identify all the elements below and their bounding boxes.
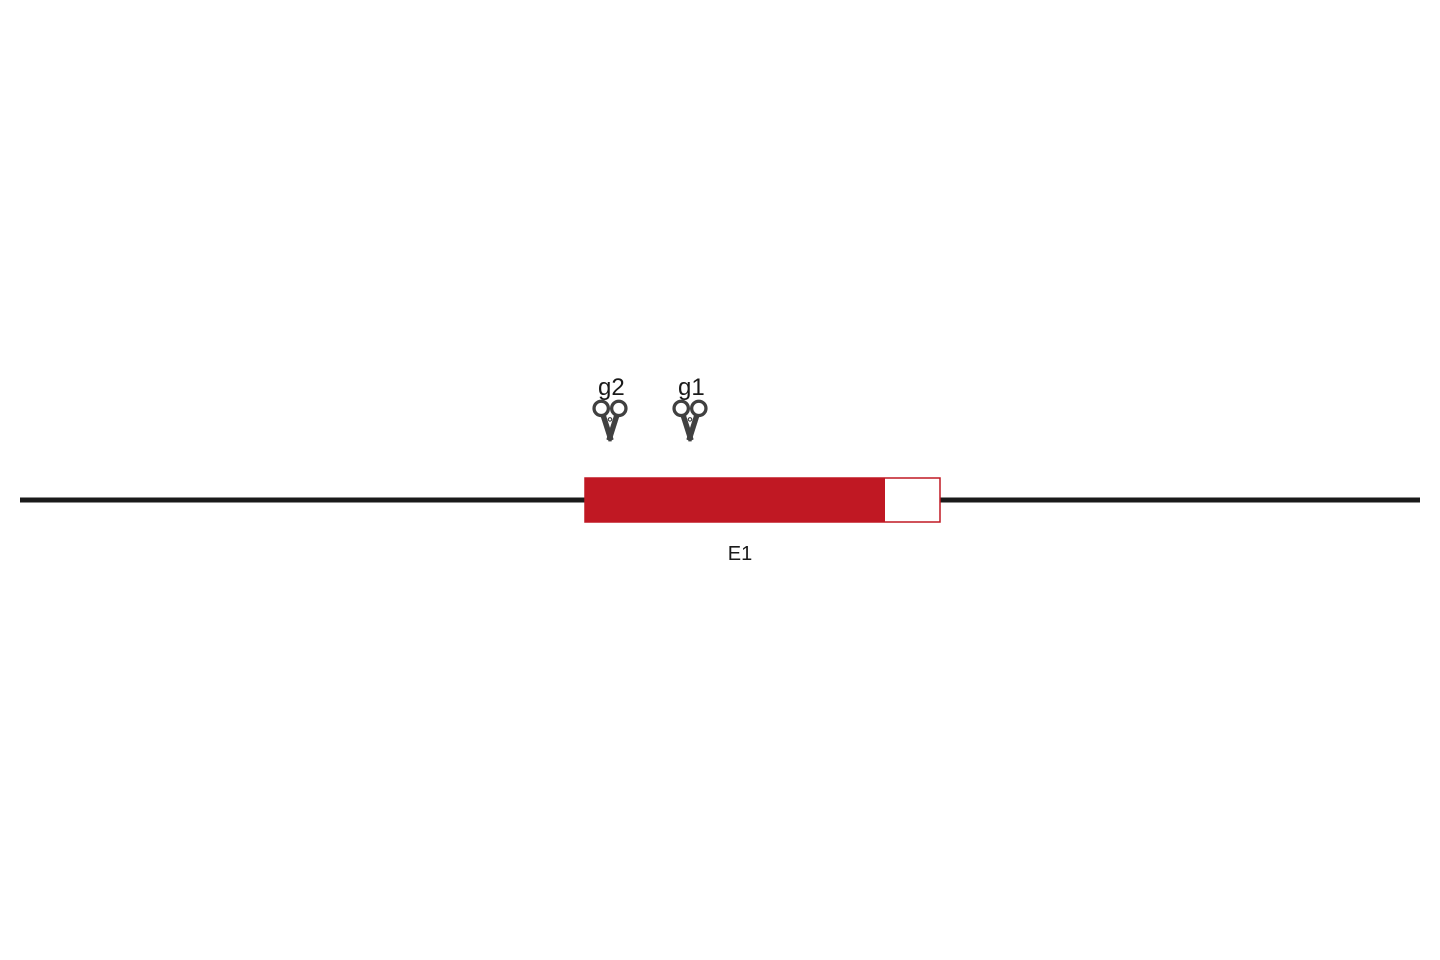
exon-fill	[585, 478, 885, 522]
cut-label-g1: g1	[678, 374, 705, 401]
cut-label-g2: g2	[598, 374, 625, 401]
exon-label: E1	[728, 543, 752, 565]
